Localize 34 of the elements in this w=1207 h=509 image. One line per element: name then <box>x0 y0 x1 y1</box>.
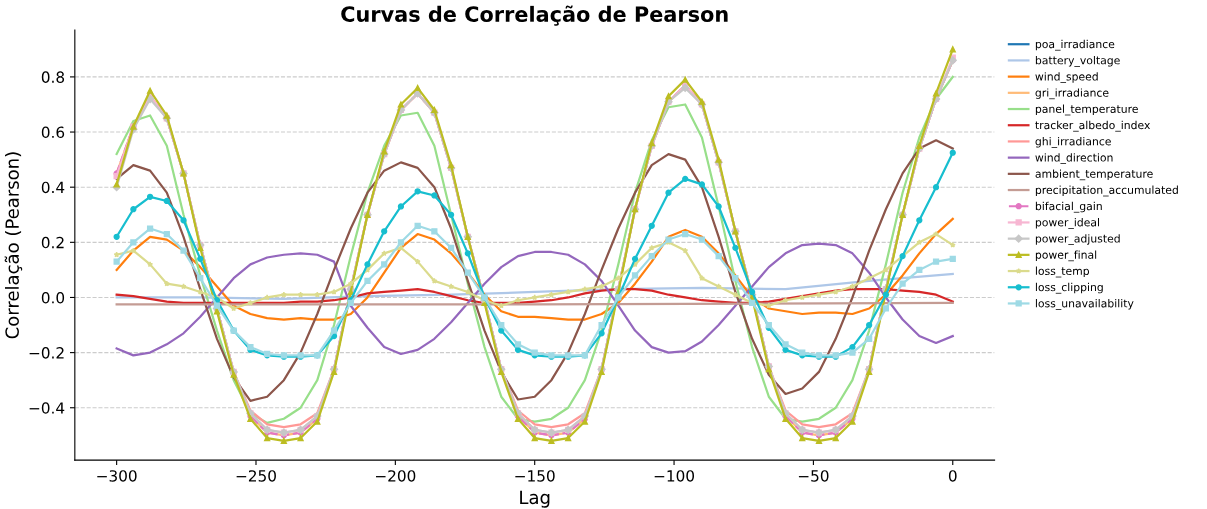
x-tick-label: −100 <box>654 470 695 482</box>
legend-label: power_adjusted <box>1035 234 1120 245</box>
x-tick-label: −50 <box>798 470 829 482</box>
y-tick-label: −0.4 <box>29 402 65 414</box>
y-tick-label: 0.2 <box>41 236 64 249</box>
legend-label: power_final <box>1035 250 1097 262</box>
legend-label: wind_direction <box>1035 153 1113 164</box>
legend-label: bifacial_gain <box>1035 201 1102 213</box>
x-tick-label: 0 <box>948 470 957 482</box>
y-tick-label: −0.2 <box>29 347 64 359</box>
legend-label: poa_irradiance <box>1035 39 1115 51</box>
legend-label: power_ideal <box>1035 218 1099 229</box>
y-tick-label: 0.8 <box>41 71 65 83</box>
y-axis-title: Correlação (Pearson) <box>4 152 23 339</box>
x-tick-label: −200 <box>375 470 416 482</box>
x-tick-label: −150 <box>515 470 555 482</box>
legend-label: tracker_albedo_index <box>1035 120 1151 132</box>
legend-label: panel_temperature <box>1035 104 1138 116</box>
legend-label: loss_clipping <box>1035 282 1103 294</box>
x-tick-label: −250 <box>236 470 276 482</box>
legend-label: precipitation_accumulated <box>1035 185 1178 197</box>
chart-title: Curvas de Correlação de Pearson <box>341 5 728 26</box>
legend-label: ghi_irradiance <box>1035 137 1111 148</box>
legend-label: loss_temp <box>1035 266 1090 278</box>
y-tick-label: 0.6 <box>41 126 65 139</box>
legend-label: wind_speed <box>1035 72 1098 83</box>
y-tick-label: 0.4 <box>41 181 65 194</box>
x-tick-label: −300 <box>97 470 137 482</box>
legend-label: battery_voltage <box>1035 55 1120 67</box>
legend-label: gri_irradiance <box>1035 88 1109 100</box>
legend-label: loss_unavailability <box>1035 299 1134 310</box>
legend-label: ambient_temperature <box>1035 169 1153 181</box>
x-axis-title: Lag <box>520 490 550 508</box>
y-tick-label: 0.0 <box>41 291 65 304</box>
